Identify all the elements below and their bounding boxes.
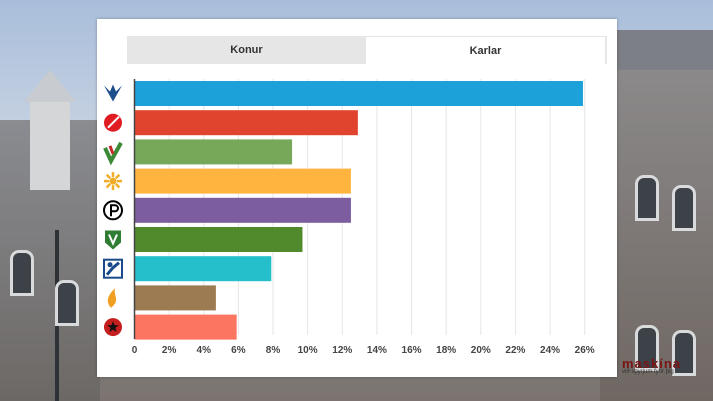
x-tick-label: 8% [266, 345, 281, 356]
bar [134, 110, 358, 136]
x-tick-label: 4% [197, 345, 212, 356]
window [635, 175, 659, 221]
window [672, 185, 696, 231]
clock-tower [24, 70, 76, 190]
bar [134, 197, 351, 223]
chart-panel: Konur Karlar 0 2% 4% 6% 8% 10% 12% 14% 16% 18% 20%… [97, 19, 617, 377]
falcon-icon [104, 84, 122, 102]
x-tick-label: 24% [540, 345, 560, 356]
bar-chart: 0 2% 4% 6% 8% 10% 12% 14% 16% 18% 20% 22% 24% 26% [103, 79, 595, 356]
bar [134, 81, 583, 106]
x-tick-label: 20% [471, 345, 491, 356]
window [55, 280, 79, 326]
gender-tabs: Konur Karlar [127, 36, 607, 64]
figure-icon [103, 258, 123, 279]
x-tick-label: 14% [367, 345, 387, 356]
bar [134, 256, 272, 282]
bar [134, 168, 351, 194]
tab-konur[interactable]: Konur [127, 36, 366, 64]
x-tick-label: 22% [505, 345, 525, 356]
x-tick-label: 18% [436, 345, 456, 356]
maskina-logo: maskína við spyrjum fyrir þig [622, 356, 710, 375]
flame-icon [107, 287, 117, 308]
bar [134, 139, 293, 165]
watermark-tagline: við spyrjum fyrir þig [622, 369, 674, 375]
x-tick-label: 16% [402, 345, 422, 356]
window [10, 250, 34, 296]
rose-icon [104, 113, 122, 132]
x-tick-label: 12% [332, 345, 352, 356]
roof [600, 30, 713, 70]
bar [134, 314, 237, 340]
green-check-icon [103, 141, 123, 166]
star-icon [104, 318, 122, 337]
bar [134, 285, 216, 311]
x-tick-label: 0 [132, 345, 138, 356]
window [635, 325, 659, 371]
x-tick-label: 6% [231, 345, 246, 356]
x-tick-label: 2% [162, 345, 177, 356]
window [672, 330, 696, 376]
pirate-icon [103, 200, 123, 221]
x-tick-label: 26% [575, 345, 595, 356]
watermark-name: maskína [622, 356, 682, 371]
tab-karlar[interactable]: Karlar [366, 36, 607, 64]
bar [134, 227, 303, 252]
shield-icon [105, 230, 121, 250]
x-tick-label: 10% [298, 345, 318, 356]
sun-icon [104, 172, 122, 191]
